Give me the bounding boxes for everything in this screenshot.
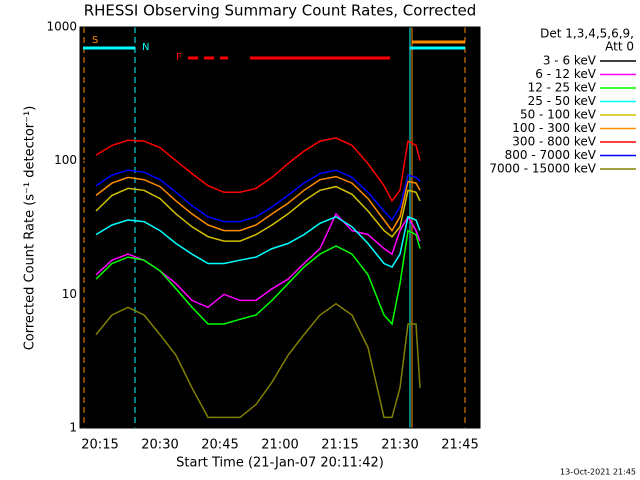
chart-title: RHESSI Observing Summary Count Rates, Co… [84,2,477,20]
series-line [95,229,421,326]
y-tick-label: 1000 [46,20,77,34]
series-line [95,175,421,232]
plot-area: S N F [79,26,481,429]
series-line [95,185,421,242]
legend-label: 800 - 7000 keV [505,148,597,162]
flag-label: F [176,52,182,63]
y-axis-label: Corrected Count Rate (s⁻¹ detector⁻¹) [23,106,38,351]
legend-title: Att 0 [605,40,634,54]
flag-label: N [142,42,149,53]
legend-title: Det 1,3,4,5,6,9, [540,27,634,41]
x-tick-label: 20:30 [141,438,178,453]
series-line [95,137,421,203]
series-line [95,169,421,223]
x-tick-label: 20:45 [201,438,238,453]
legend-label: 12 - 25 keV [528,81,597,95]
y-tick-label: 10 [62,287,77,301]
x-tick-label: 21:15 [321,438,358,453]
series-line [95,302,421,419]
legend-label: 25 - 50 keV [528,94,597,108]
y-tick-label: 1 [69,421,77,435]
legend-label: 7000 - 15000 keV [489,162,596,176]
plot-background [79,26,481,429]
x-tick-label: 21:45 [441,438,478,453]
x-axis-label: Start Time (21-Jan-07 20:11:42) [176,456,384,471]
legend-label: 300 - 800 keV [512,135,596,149]
legend-label: 100 - 300 keV [512,121,596,135]
x-tick-label: 21:30 [381,438,418,453]
series-line [95,215,421,268]
x-tick-label: 21:00 [261,438,298,453]
y-tick-label: 100 [54,153,77,167]
legend-label: 3 - 6 keV [543,54,597,68]
legend-label: 6 - 12 keV [535,67,597,81]
series-line [95,229,421,366]
legend-label: 50 - 100 keV [520,108,597,122]
x-tick-label: 20:15 [81,438,118,453]
footer: 13-Oct-2021 21:45 [560,468,636,477]
flag-label: S [92,35,98,46]
